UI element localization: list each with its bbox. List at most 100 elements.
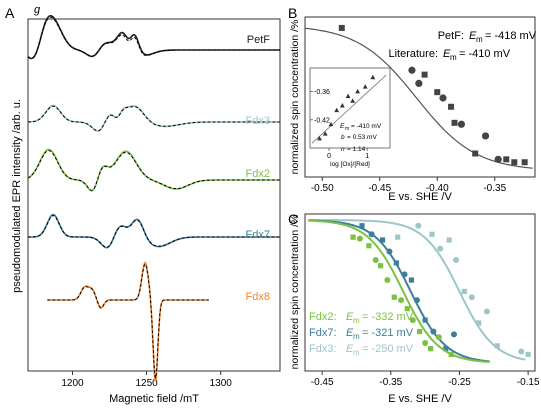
c-legend-value: = -321 mV: [362, 327, 414, 339]
c-data-point-fdx2: [417, 328, 423, 335]
panel-b-frame: [304, 16, 536, 178]
c-data-point-fdx7: [379, 237, 386, 243]
c-data-point-fdx2: [422, 339, 429, 346]
c-data-point-fdx3: [453, 257, 460, 264]
c-fit-fdx3: [308, 219, 526, 361]
c-data-point-fdx7: [408, 277, 415, 283]
petf-em-symbol: E: [469, 30, 477, 42]
spectrum-petf: [27, 15, 280, 60]
petf-legend-prefix: PetF:: [438, 30, 464, 42]
inset-points: [317, 74, 376, 141]
b-data-point: [521, 159, 528, 166]
b-data-point: [511, 159, 518, 166]
c-data-point-fdx2: [435, 334, 442, 341]
panel-c-ylabel: normalized spin concentration /%: [289, 215, 301, 370]
c-legend-value: = -250 mV: [362, 343, 414, 355]
panel-b-x-ticks: -0.50 -0.45 -0.40 -0.35: [311, 177, 507, 194]
panel-a-label: A: [5, 5, 15, 21]
inset-data-point: [370, 74, 376, 80]
c-data-point-fdx3: [468, 294, 475, 301]
panel-c-label: C: [288, 211, 298, 227]
b-data-point: [481, 132, 490, 140]
c-legend-em-symbol: E: [346, 311, 354, 323]
inset-data-point: [339, 103, 345, 108]
c-fit-fdx7: [308, 219, 490, 363]
c-data-point-fdx2: [356, 235, 363, 242]
b-data-point: [338, 24, 345, 31]
c-data-point-fdx2: [350, 234, 356, 240]
petf-em-subscript: m: [476, 35, 483, 44]
inset-data-point: [334, 107, 340, 113]
field-axis-ticks: 1200 1250 1300: [61, 371, 232, 389]
c-legend-name: Fdx3:: [309, 343, 337, 355]
c-data-point-fdx2: [398, 297, 405, 304]
c-data-point-fdx3: [518, 348, 525, 355]
c-x-tick-label: -0.35: [379, 377, 402, 388]
field-tick-label: 1200: [61, 378, 84, 389]
c-data-point-fdx2: [409, 317, 416, 324]
literature-em-value: = -410 mV: [459, 48, 511, 60]
c-data-point-fdx7: [359, 223, 365, 229]
b-x-tick-label: -0.50: [311, 183, 334, 194]
c-data-point-fdx7: [443, 346, 449, 352]
simulation-petf: [27, 16, 280, 59]
spectrum-fdx2: [27, 148, 280, 192]
spectrum-fdx7: [28, 213, 280, 249]
c-data-point-fdx3: [395, 234, 401, 240]
inset-x-tick-label: 0: [327, 153, 331, 160]
c-data-point-fdx3: [446, 237, 452, 243]
c-legend-em-subscript: m: [353, 316, 360, 325]
spectrum-fdx3: [28, 104, 280, 132]
c-data-point-fdx3: [415, 222, 422, 229]
c-x-tick-label: -0.45: [311, 377, 334, 388]
c-data-point-fdx2: [391, 294, 397, 300]
g-axis-prefix: g: [34, 4, 41, 16]
b-data-point: [408, 66, 416, 74]
inset-linear-fit: [311, 74, 387, 144]
c-x-tick-label: -0.15: [517, 377, 540, 388]
c-legend-em-symbol: E: [346, 343, 354, 355]
inset-data-point: [355, 88, 361, 94]
c-data-point-fdx2: [372, 257, 379, 264]
simulation-fdx2: [27, 150, 280, 191]
c-legend-value: = -332 mV: [362, 311, 414, 323]
c-data-point-fdx3: [461, 288, 467, 295]
literature-em-symbol: E: [443, 48, 451, 60]
c-data-point-fdx7: [368, 231, 375, 238]
panel-b-ylabel: normalized spin concentration /%: [289, 20, 301, 175]
c-data-point-fdx2: [404, 306, 410, 312]
b-data-point: [494, 155, 502, 163]
panel-c-xlabel: E vs. SHE /V: [388, 393, 452, 405]
c-data-point-fdx2: [428, 346, 434, 352]
inset-data-point: [362, 84, 368, 89]
inset-b-symbol: b: [341, 134, 345, 141]
panel-a-frame: [27, 18, 281, 372]
inset-data-point: [350, 98, 356, 103]
inset-ticks: 0 1 -0.36 -0.42: [310, 89, 369, 160]
simulation-fdx8: [47, 263, 209, 379]
inset-x-tick-label: 1: [365, 153, 369, 160]
c-data-point-fdx2: [366, 243, 372, 249]
inset-data-point: [317, 135, 322, 141]
literature-legend-prefix: Literature:: [388, 48, 438, 60]
c-data-point-fdx7: [422, 317, 428, 323]
b-data-point: [439, 94, 447, 102]
panel-c-x-ticks: -0.45 -0.35 -0.25 -0.15: [311, 371, 540, 388]
petf-em-value: = -418 mV: [485, 30, 537, 42]
c-legend-name: Fdx7:: [309, 327, 337, 339]
b-data-point: [421, 71, 428, 78]
inset-data-point: [322, 131, 328, 136]
panel-a-xlabel: Magnetic field /mT: [109, 393, 199, 405]
inset-data-point: [328, 121, 334, 127]
c-data-point-fdx7: [401, 271, 408, 278]
epr-spectra: PetF Fdx3 Fdx2 Fdx7 Fdx8: [27, 15, 280, 382]
panel-b-points: [338, 24, 528, 166]
c-data-point-fdx7: [450, 331, 457, 338]
b-x-tick-label: -0.35: [483, 183, 506, 194]
b-x-tick-label: -0.40: [426, 183, 449, 194]
c-data-point-fdx2: [384, 277, 391, 284]
b-data-point: [503, 156, 510, 163]
panel-b-nernst-fit: [304, 27, 533, 169]
